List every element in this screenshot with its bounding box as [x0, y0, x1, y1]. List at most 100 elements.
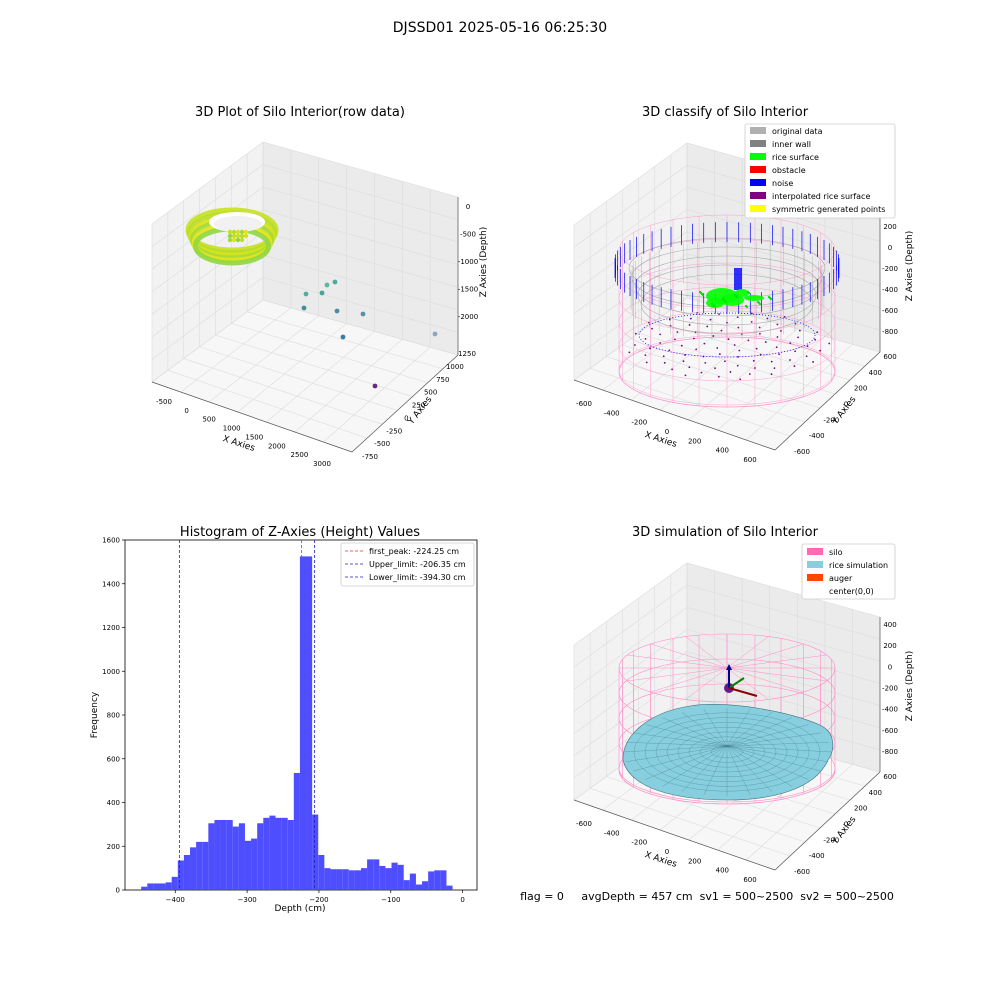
hist-bar	[183, 855, 191, 890]
hist-bar	[251, 838, 258, 890]
grid-line	[180, 307, 292, 393]
legend-swatch	[750, 179, 766, 186]
hist-ylabel: Frequency	[90, 691, 100, 738]
interpolated-point	[783, 315, 786, 318]
grid-line	[670, 309, 866, 367]
hist-bar	[269, 815, 276, 890]
interpolated-point	[738, 349, 741, 352]
x-axis-line	[151, 381, 353, 453]
grid-line	[606, 776, 806, 843]
interpolated-point	[758, 326, 761, 329]
grid-line	[231, 323, 428, 384]
panel-classify-3d: 3D classify of Silo Interior -600 -400 -20…	[573, 105, 915, 464]
p2-zlabel: Z Axies (Depth)	[905, 231, 915, 302]
legend-label: rice surface	[772, 153, 819, 162]
x-tick-label: -500	[156, 398, 172, 406]
silo-roof-spoke	[726, 667, 804, 693]
interpolated-point	[816, 331, 819, 334]
legend-label: inner wall	[772, 140, 811, 149]
x-tick-label: −100	[381, 896, 400, 904]
p1-zlabel: Z Axies (Depth)	[479, 227, 489, 298]
z-tick-label: -600	[882, 307, 898, 315]
panel-simulation-3d: 3D simulation of Silo Interior -600 -400 -…	[520, 525, 915, 903]
hist-bar	[275, 817, 282, 890]
interpolated-point	[819, 349, 822, 352]
hist-bar	[348, 870, 355, 890]
back-left-pane	[574, 563, 687, 800]
hist-bar	[281, 817, 288, 890]
legend-label: symmetric generated points	[772, 205, 885, 214]
y-tick-label: 500	[424, 389, 437, 397]
interpolated-point	[712, 335, 715, 337]
y-tick-label: -600	[794, 868, 810, 876]
panel-classify-title: 3D classify of Silo Interior	[642, 105, 809, 120]
interpolated-point	[773, 367, 776, 370]
interpolated-point	[716, 347, 719, 349]
legend-label: Upper_limit: -206.35 cm	[369, 560, 466, 569]
z-tick-label: -2000	[458, 313, 478, 321]
hist-bar	[238, 823, 245, 890]
hist-bar	[397, 864, 404, 890]
p1-ylabel: Y Axies	[406, 395, 435, 428]
silo-roof-spoke	[726, 643, 804, 669]
surface-mesh-line	[622, 745, 728, 753]
legend-swatch	[807, 561, 823, 568]
data-point	[227, 229, 233, 235]
y-tick-label: 400	[869, 369, 882, 377]
grid-line	[622, 344, 821, 409]
hist-bar	[232, 826, 239, 890]
x-tick-label: 0	[184, 407, 188, 415]
noise-column	[734, 268, 742, 290]
back-right-pane	[263, 142, 458, 355]
surface-mesh-line	[726, 745, 773, 792]
interpolated-point	[754, 367, 756, 369]
hist-bar	[336, 869, 343, 890]
interpolated-point	[645, 361, 648, 364]
silo-roof-spoke	[685, 636, 728, 669]
data-point	[432, 331, 438, 337]
legend-label: noise	[772, 179, 793, 188]
p4-tick-labels: -600-400-2000200400600-600-400-200020040…	[576, 621, 898, 884]
hist-bar	[177, 860, 184, 890]
interpolated-point	[764, 341, 767, 343]
z-tick-label: 200	[883, 642, 896, 650]
interpolated-point	[776, 336, 779, 338]
interpolated-point	[682, 360, 685, 363]
y-tick-label: -200	[823, 836, 839, 844]
rice-surface-point	[744, 295, 764, 301]
x-tick-label: -200	[631, 839, 647, 847]
interpolated-point	[718, 353, 721, 355]
legend-swatch	[750, 166, 766, 173]
hist-bar	[263, 817, 270, 890]
grid-line	[602, 305, 715, 391]
x-tick-label: -400	[604, 409, 620, 417]
y-tick-label: 250	[412, 402, 425, 410]
y-tick-label: 200	[854, 385, 867, 393]
hist-bar	[354, 870, 361, 890]
surface-mesh-line	[633, 745, 728, 772]
back-left-pane	[574, 143, 687, 380]
x-tick-label: 600	[743, 876, 756, 884]
y-tick-label: 1000	[102, 668, 120, 676]
interpolated-point	[717, 375, 720, 378]
y-tick-label: 400	[107, 799, 120, 807]
legend-swatch	[750, 153, 766, 160]
surface-mesh-line	[726, 742, 829, 747]
legend-swatch	[750, 192, 766, 199]
interpolated-point	[793, 365, 796, 367]
grid-line	[590, 368, 791, 437]
surface-mesh-line	[625, 745, 728, 762]
y-tick-label: 1200	[102, 624, 120, 632]
z-tick-label: 0	[888, 663, 892, 671]
hist-bar	[147, 883, 154, 890]
legend-label: obstacle	[772, 166, 806, 175]
data-point	[239, 237, 245, 243]
x-tick-label: 500	[202, 416, 215, 424]
interpolated-point	[700, 371, 703, 374]
hist-bar	[214, 820, 221, 890]
surface-mesh-line	[681, 745, 728, 792]
hist-bar	[324, 868, 331, 890]
surface-mesh-line	[645, 745, 728, 780]
data-point	[235, 237, 241, 243]
z-tick-label: 200	[883, 223, 896, 231]
